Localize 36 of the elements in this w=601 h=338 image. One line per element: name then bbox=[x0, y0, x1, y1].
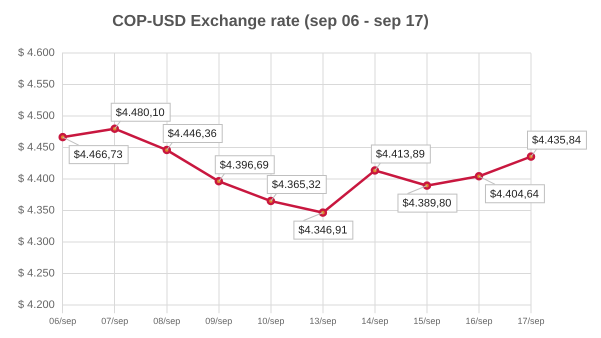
point bbox=[214, 177, 224, 186]
x-tick-label: 10/sep bbox=[257, 316, 284, 326]
x-tick-label: 17/sep bbox=[517, 316, 545, 326]
data-label: $4.346,91 bbox=[298, 224, 348, 237]
x-tick-label: 14/sep bbox=[361, 316, 388, 326]
x-tick-label: 13/sep bbox=[309, 316, 336, 326]
x-tick-label: 16/sep bbox=[465, 316, 492, 326]
data-label: $4.404,64 bbox=[490, 188, 539, 200]
data-label: $4.365,32 bbox=[272, 179, 321, 192]
data-label: $4.480,10 bbox=[116, 106, 165, 119]
data-label: $4.446,36 bbox=[168, 128, 217, 140]
y-tick-label: $ 4.350 bbox=[18, 204, 55, 217]
data-label: $4.396,69 bbox=[220, 159, 269, 172]
y-tick-label: $ 4.500 bbox=[18, 110, 55, 122]
y-tick-label: $ 4.250 bbox=[18, 268, 55, 280]
x-tick-label: 07/sep bbox=[101, 316, 128, 326]
y-tick-label: $ 4.550 bbox=[18, 78, 55, 91]
data-label: $4.413,89 bbox=[376, 148, 425, 160]
x-tick-label: 15/sep bbox=[413, 316, 440, 326]
point bbox=[318, 208, 328, 217]
chart-title: COP-USD Exchange rate (sep 06 - sep 17) bbox=[112, 13, 429, 30]
y-tick-label: $ 4.200 bbox=[18, 299, 55, 312]
point bbox=[110, 124, 119, 133]
data-label: $4.435,84 bbox=[532, 134, 581, 147]
x-tick-label: 06/sep bbox=[49, 316, 76, 326]
x-tick-label: 09/sep bbox=[205, 316, 232, 326]
point bbox=[58, 132, 67, 142]
point bbox=[474, 172, 484, 181]
data-label: $4.389,80 bbox=[402, 198, 452, 210]
y-tick-label: $ 4.600 bbox=[18, 47, 55, 60]
y-tick-label: $ 4.400 bbox=[18, 173, 55, 186]
y-tick-label: $ 4.300 bbox=[18, 236, 55, 248]
data-label: $4.466,73 bbox=[74, 149, 123, 162]
point bbox=[422, 181, 432, 190]
y-tick-label: $ 4.450 bbox=[18, 142, 55, 154]
x-tick-label: 08/sep bbox=[153, 316, 180, 326]
